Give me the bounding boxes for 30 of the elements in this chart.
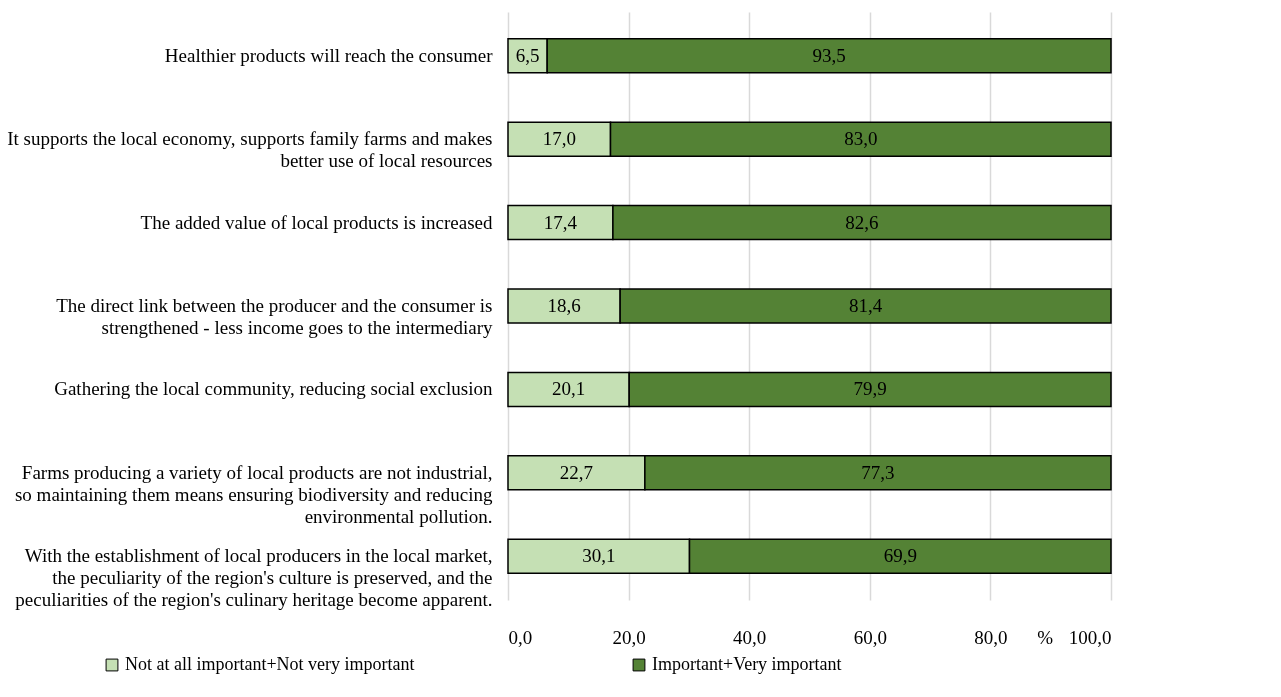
legend-label: Not at all important+Not very important [125,654,415,674]
x-tick-label: 40,0 [733,626,767,648]
data-label: 17,4 [543,211,578,233]
x-axis-title: % [1037,626,1054,648]
data-label: 82,6 [845,211,879,233]
x-tick-label: 20,0 [612,626,646,648]
x-tick-label: 100,0 [1068,626,1112,648]
data-label: 17,0 [542,128,576,150]
data-label: 30,1 [582,545,616,567]
x-tick-label: 0,0 [508,626,533,648]
y-tick-label: Gathering the local community, reducing social exclusion [54,378,493,400]
data-label: 77,3 [861,461,895,483]
data-label: 6,5 [515,44,540,66]
y-tick-label: Healthier products will reach the consumer [164,44,494,66]
y-tick-label: With the establishment of local producers in the local market, the peculiarity of the region's culture is preserved, and the peculiarities of the region's culinary heritage become apparent. [15,545,493,611]
y-tick-label: It supports the local economy, supports family farms and makes better use of local resources [7,128,493,172]
data-label: 93,5 [812,44,846,66]
data-label: 79,9 [853,378,887,400]
data-label: 22,7 [559,461,594,483]
data-label: 81,4 [848,295,883,316]
x-tick-label: 60,0 [853,626,887,648]
x-tick-label: 80,0 [974,626,1008,648]
y-tick-label: Farms producing a variety of local products are not industrial, so maintaining them means ensuring biodiversity and reducing environmental pollution. [14,461,493,527]
legend-label: Important+Very important [652,654,842,674]
data-label: 20,1 [551,378,586,400]
data-label: 18,6 [547,295,581,316]
data-label: 83,0 [844,128,878,150]
y-tick-label: The added value of local products is increased [140,211,493,233]
y-tick-label: The direct link between the producer and the consumer is strengthened - less income goes to the intermediary [56,295,493,338]
data-label: 69,9 [883,545,917,567]
